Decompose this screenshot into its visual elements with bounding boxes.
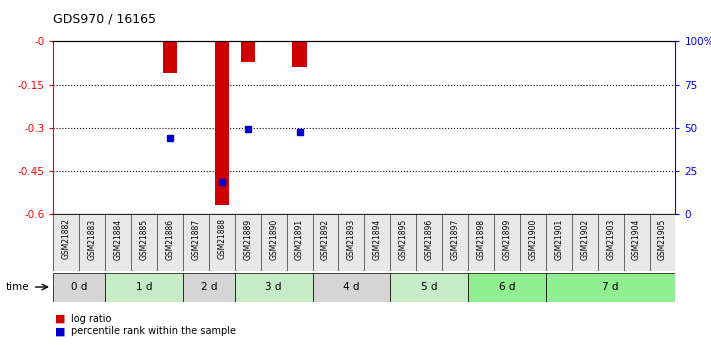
Text: GSM21891: GSM21891 bbox=[295, 218, 304, 259]
Bar bbox=[235, 273, 313, 302]
Text: GSM21885: GSM21885 bbox=[139, 218, 149, 259]
Text: log ratio: log ratio bbox=[71, 314, 112, 324]
Text: 0 d: 0 d bbox=[71, 282, 87, 292]
Text: 7 d: 7 d bbox=[602, 282, 619, 292]
Text: 2 d: 2 d bbox=[201, 282, 217, 292]
Bar bbox=[215, 41, 229, 205]
Text: GSM21900: GSM21900 bbox=[528, 218, 538, 260]
Text: time: time bbox=[6, 282, 29, 292]
Text: GSM21888: GSM21888 bbox=[218, 218, 226, 259]
Text: GSM21903: GSM21903 bbox=[606, 218, 615, 260]
Bar bbox=[546, 273, 675, 302]
Bar bbox=[468, 273, 546, 302]
Text: GSM21890: GSM21890 bbox=[269, 218, 278, 260]
Text: GSM21896: GSM21896 bbox=[424, 218, 434, 260]
Text: GSM21899: GSM21899 bbox=[503, 218, 511, 260]
Bar bbox=[105, 273, 183, 302]
Text: ■: ■ bbox=[55, 326, 66, 336]
Text: GSM21901: GSM21901 bbox=[555, 218, 563, 260]
Text: GSM21882: GSM21882 bbox=[62, 218, 71, 259]
Text: 5 d: 5 d bbox=[421, 282, 437, 292]
Text: GSM21898: GSM21898 bbox=[476, 218, 486, 259]
Text: GSM21886: GSM21886 bbox=[166, 218, 174, 259]
Bar bbox=[240, 41, 255, 61]
Text: 3 d: 3 d bbox=[265, 282, 282, 292]
Text: GSM21904: GSM21904 bbox=[632, 218, 641, 260]
Text: GSM21887: GSM21887 bbox=[191, 218, 201, 259]
Text: GSM21884: GSM21884 bbox=[114, 218, 122, 259]
Bar bbox=[53, 273, 105, 302]
Text: GSM21905: GSM21905 bbox=[658, 218, 667, 260]
Text: 4 d: 4 d bbox=[343, 282, 360, 292]
Bar bbox=[183, 273, 235, 302]
Text: ■: ■ bbox=[55, 314, 66, 324]
Text: GSM21895: GSM21895 bbox=[399, 218, 408, 260]
Text: GSM21893: GSM21893 bbox=[347, 218, 356, 260]
Text: GSM21883: GSM21883 bbox=[87, 218, 97, 259]
Text: 1 d: 1 d bbox=[136, 282, 152, 292]
Text: GDS970 / 16165: GDS970 / 16165 bbox=[53, 12, 156, 25]
Text: GSM21902: GSM21902 bbox=[580, 218, 589, 260]
Bar bbox=[313, 273, 390, 302]
Text: GSM21889: GSM21889 bbox=[243, 218, 252, 259]
Text: GSM21894: GSM21894 bbox=[373, 218, 382, 260]
Bar bbox=[163, 41, 177, 73]
Bar bbox=[292, 41, 306, 67]
Text: GSM21892: GSM21892 bbox=[321, 218, 330, 259]
Text: percentile rank within the sample: percentile rank within the sample bbox=[71, 326, 236, 336]
Text: GSM21897: GSM21897 bbox=[451, 218, 459, 260]
Text: 6 d: 6 d bbox=[498, 282, 515, 292]
Bar bbox=[390, 273, 468, 302]
